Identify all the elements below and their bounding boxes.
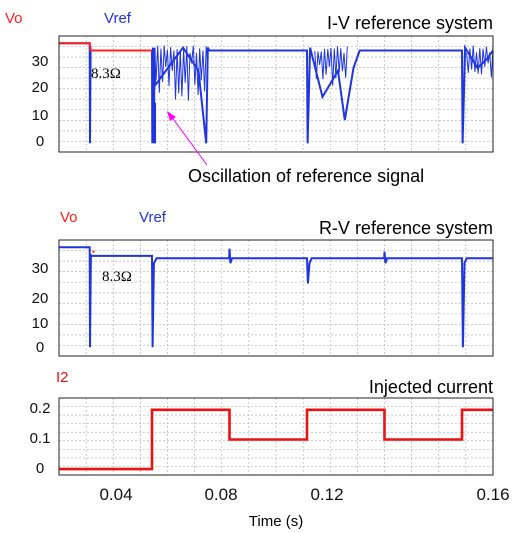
x-tick-label: 0.04 [99,485,132,504]
y-tick-label: 20 [32,290,49,307]
legend-vo-label: Vo [5,10,23,27]
x-tick-label: 0.08 [204,485,237,504]
series-oscillation-vref [314,46,348,86]
y-tick-label: 10 [32,315,49,332]
plot-area-current: 0.2 0.1 0 0.04 0.08 0.12 0.16 [30,397,510,504]
legend-vref-label: Vref [139,209,167,226]
legend-vref-label: Vref [104,10,132,27]
panel-iv-reference: Vo Vref I-V reference system 30 20 10 0 8.3… [5,10,494,186]
plot-area-iv: 30 20 10 0 [32,35,494,153]
panel-injected-current: I2 Injected current 0.20.100.04 0.08 0.12 0… [30,369,510,530]
y-tick-label: 0 [36,339,44,356]
panel-title: R-V reference system [319,218,493,238]
legend-i2-label: I2 [56,369,69,386]
y-tick-label: 0 [36,460,44,477]
oscillation-annotation: Oscillation of reference signal [188,166,424,186]
y-tick-label: 10 [32,107,49,124]
y-tick-label: 0 [36,133,44,150]
plot-frame [58,35,494,153]
plot-area-rv: 30 20 10 0 [32,239,494,357]
y-tick-label: 20 [32,79,49,96]
series-line-i2 [59,408,493,471]
oscillation-burst [152,102,157,144]
series-line-vo [59,42,152,52]
panel-title: I-V reference system [327,13,493,33]
series-oscillation-vref [466,45,494,78]
panel-title: Injected current [369,377,493,397]
plot-frame [58,239,494,357]
x-axis-label: Time (s) [249,513,303,530]
plot-frame [58,397,494,476]
x-tick-label: 0.12 [310,485,343,504]
resistance-annotation: 8.3Ω [91,66,121,82]
y-tick-label: 30 [32,260,49,277]
annotation-arrowhead [167,111,176,121]
legend-vo-label: Vo [60,209,78,226]
y-tick-label: 30 [32,53,49,70]
series-oscillation-vref [154,45,209,101]
panel-rv-reference: Vo Vref R-V reference system 30 20 10 0 8.3… [32,209,494,357]
series-line-vref [59,246,493,348]
y-tick-label: 0.2 [30,400,51,417]
resistance-annotation: 8.3Ω [102,269,132,285]
annotation-arrow-line [170,115,208,166]
x-tick-label: 0.16 [476,485,509,504]
series-line-vref [59,42,494,144]
y-tick-label: 0.1 [30,430,51,447]
